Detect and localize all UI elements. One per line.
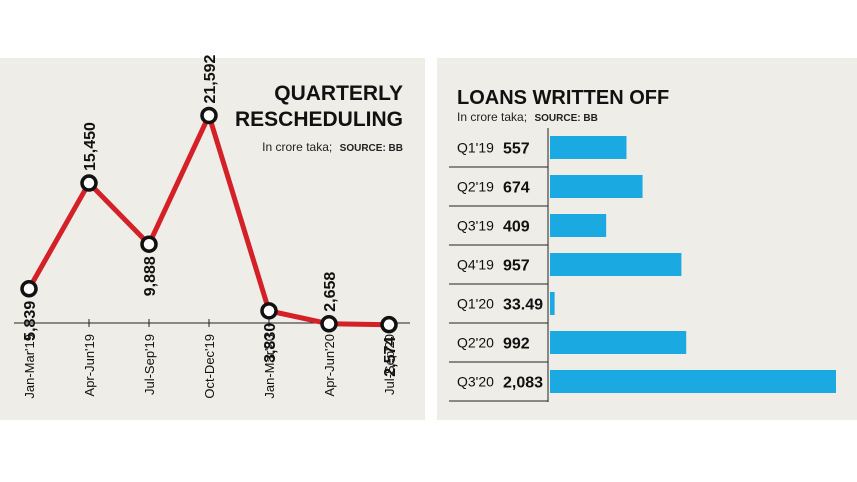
line-chart-point <box>320 315 338 333</box>
bar-chart-bar <box>550 214 607 237</box>
bar-chart-value-label: 957 <box>503 258 530 275</box>
bar-chart-category-label: Q2'19 <box>457 179 494 195</box>
line-chart-title-line-1: QUARTERLY <box>274 82 403 105</box>
line-chart-category-label: Apr-Jun'19 <box>82 334 97 396</box>
line-chart-category-label: Apr-Jun'20 <box>322 334 337 396</box>
bar-chart-bar <box>550 175 643 198</box>
line-chart-point <box>140 235 158 253</box>
line-chart-point <box>20 280 38 298</box>
bar-chart-title: LOANS WRITTEN OFF <box>457 87 669 109</box>
bar-chart-category-label: Q2'20 <box>457 335 494 351</box>
line-chart-value-label: 2,658 <box>322 272 339 312</box>
bar-chart-value-label: 33.49 <box>503 297 543 314</box>
bar-chart-subtitle-row: In crore taka; SOURCE: BB <box>457 108 598 125</box>
written-off-panel: LOANS WRITTEN OFF In crore taka; SOURCE:… <box>437 58 857 420</box>
line-chart-point <box>80 174 98 192</box>
bar-chart-category-label: Q1'19 <box>457 140 494 156</box>
line-chart-value-label: 9,888 <box>142 256 159 296</box>
line-chart-category-label: Jan-Mar'19 <box>22 334 37 399</box>
line-chart-category-label: Jul-Sep'19 <box>142 334 157 395</box>
rescheduling-panel: QUARTERLY RESCHEDULING In crore taka; SO… <box>0 54 425 420</box>
rescheduling-line-chart: QUARTERLY RESCHEDULING In crore taka; SO… <box>14 54 410 399</box>
line-chart-point <box>260 302 278 320</box>
bar-chart-value-label: 409 <box>503 219 530 236</box>
line-chart-value-label: 15,450 <box>82 122 99 171</box>
bar-chart-bar <box>550 136 627 159</box>
line-chart-category-label: Oct-Dec'19 <box>202 334 217 399</box>
bar-chart-bar <box>550 331 687 354</box>
bar-chart-subtitle: In crore taka; <box>457 110 527 124</box>
bar-chart-bar <box>550 253 682 276</box>
bar-chart-category-label: Q3'19 <box>457 218 494 234</box>
bar-chart-value-label: 557 <box>503 141 530 158</box>
bar-chart-value-label: 992 <box>503 336 530 353</box>
bar-chart-category-label: Q1'20 <box>457 296 494 312</box>
line-chart-subtitle-row: In crore taka; SOURCE: BB <box>262 138 403 155</box>
written-off-bar-chart: LOANS WRITTEN OFF In crore taka; SOURCE:… <box>449 87 836 402</box>
line-chart-source: SOURCE: BB <box>340 143 403 154</box>
line-chart-subtitle: In crore taka; <box>262 140 332 154</box>
bar-chart-category-label: Q3'20 <box>457 374 494 390</box>
bar-chart-value-label: 2,083 <box>503 375 543 392</box>
line-chart-category-label: Jan-Mar'20 <box>262 334 277 399</box>
line-chart-title-line-2: RESCHEDULING <box>235 108 403 131</box>
line-chart-point <box>200 106 218 125</box>
line-chart-value-label: 5,839 <box>22 301 39 341</box>
line-chart-value-label: 21,592 <box>202 54 219 103</box>
bar-chart-bar <box>550 292 555 315</box>
line-chart-category-label: Jul-Sep'20 <box>382 334 397 395</box>
line-chart-value-label: 2,574 <box>382 337 399 377</box>
line-chart-value-label: 3,830 <box>262 323 279 363</box>
bar-chart-bar <box>550 370 836 393</box>
bar-chart-source: SOURCE: BB <box>534 113 597 124</box>
line-chart-point <box>380 315 398 334</box>
bar-chart-value-label: 674 <box>503 180 530 197</box>
bar-chart-category-label: Q4'19 <box>457 257 494 273</box>
